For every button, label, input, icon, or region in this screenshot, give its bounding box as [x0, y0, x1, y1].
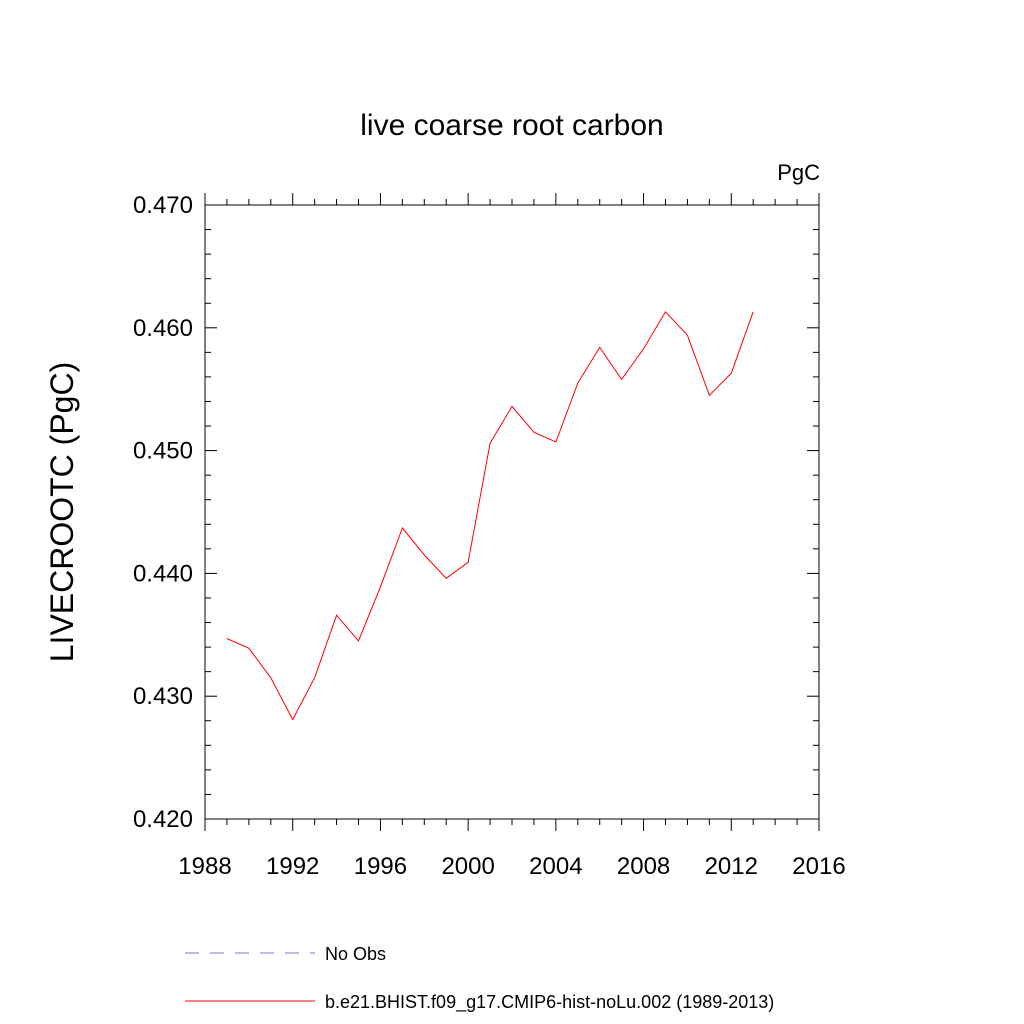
y-tick-label: 0.440	[133, 560, 193, 587]
plot-frame	[204, 204, 820, 820]
x-tick-label: 2004	[529, 853, 582, 880]
y-tick-label: 0.420	[133, 806, 193, 833]
y-tick-label: 0.430	[133, 683, 193, 710]
x-tick-label: 1988	[178, 853, 231, 880]
legend-label-model: b.e21.BHIST.f09_g17.CMIP6-hist-noLu.002 …	[325, 992, 774, 1013]
y-axis-label: LIVECROOTC (PgC)	[44, 362, 80, 662]
x-tick-label: 2008	[617, 853, 670, 880]
x-tick-label: 2012	[705, 853, 758, 880]
series-line	[226, 310, 754, 721]
x-tick-label: 2016	[792, 853, 845, 880]
units-label: PgC	[777, 160, 820, 185]
y-tick-label: 0.460	[133, 315, 193, 342]
legend: No Obs b.e21.BHIST.f09_g17.CMIP6-hist-no…	[185, 944, 774, 1013]
legend-label-no-obs: No Obs	[325, 944, 386, 964]
x-tick-label: 2000	[441, 853, 494, 880]
series-layer	[226, 310, 754, 721]
x-tick-label: 1996	[354, 853, 407, 880]
chart-title: live coarse root carbon	[360, 109, 664, 142]
x-tick-label: 1992	[266, 853, 319, 880]
y-tick-label: 0.470	[133, 192, 193, 219]
x-axis-ticks: 1988 1992 1996 2000 2004 2008 2012 2016	[178, 193, 846, 880]
y-axis-ticks: 0.420 0.430 0.440 0.450 0.460 0.470	[133, 192, 819, 833]
y-tick-label: 0.450	[133, 438, 193, 465]
